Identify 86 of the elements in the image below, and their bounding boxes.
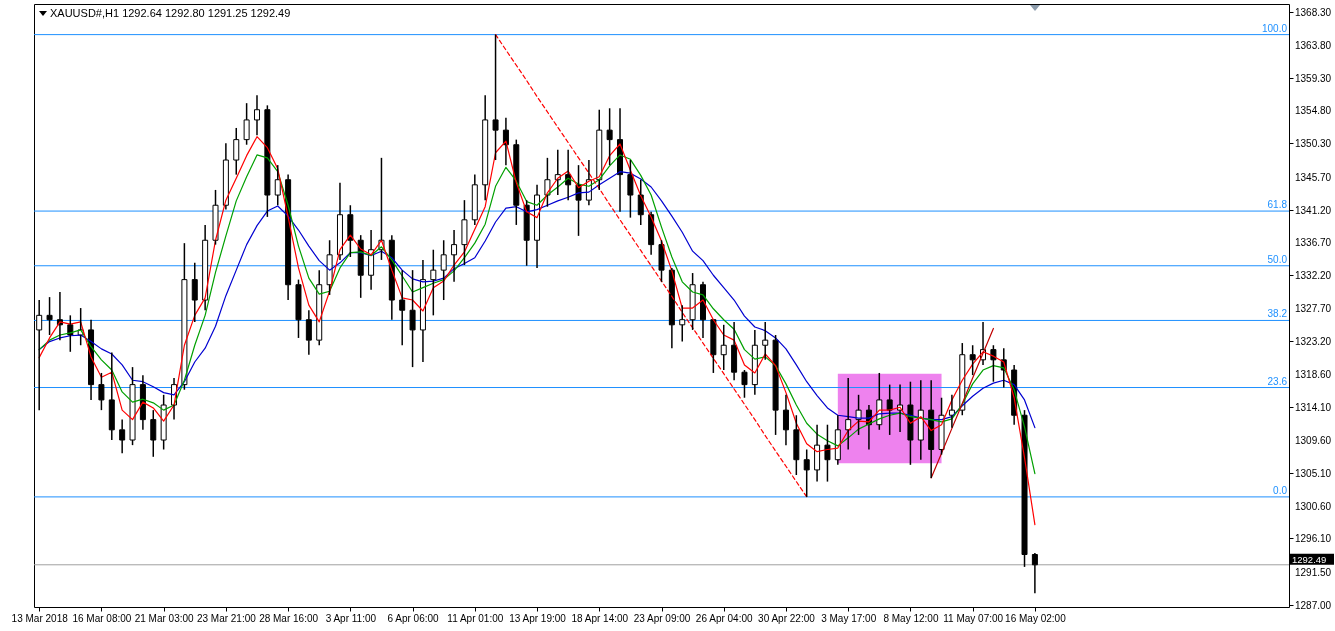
- annotation: 23.6: [1267, 375, 1288, 387]
- x-tick-label: 6 Apr 06:00: [387, 612, 440, 624]
- candlestick: [814, 423, 821, 483]
- x-tick-label: 23 Mar 21:00: [196, 612, 257, 624]
- y-tick-label: 1309.60: [1295, 435, 1332, 447]
- x-tick-label: 13 Mar 2018: [11, 612, 69, 624]
- candlestick: [254, 94, 260, 136]
- annotation: 0.0: [1273, 484, 1288, 496]
- candlestick: [139, 374, 146, 431]
- y-tick-label: 1341.20: [1295, 204, 1332, 216]
- y-tick-label: 1327.70: [1295, 303, 1332, 315]
- candlestick: [108, 351, 115, 441]
- y-tick-label: 1305.10: [1295, 467, 1332, 479]
- y-tick-label: 1300.60: [1295, 500, 1332, 512]
- candlestick: [648, 211, 655, 256]
- candlestick: [471, 173, 478, 226]
- x-tick-label: 11 May 07:00: [943, 612, 1004, 624]
- ref-line-label: 1292.49: [1292, 553, 1327, 565]
- x-tick-label: 26 Apr 04:00: [695, 612, 754, 624]
- candlestick: [782, 394, 789, 446]
- x-tick-label: 18 Apr 14:00: [571, 612, 629, 624]
- candlestick: [699, 281, 706, 339]
- candlestick: [502, 117, 509, 166]
- x-tick-label: 3 Apr 11:00: [325, 612, 377, 624]
- line-series: [38, 154, 1036, 475]
- candlestick: [637, 178, 644, 226]
- candlestick: [222, 142, 229, 211]
- candlestick: [710, 319, 717, 374]
- y-tick-label: 1336.70: [1295, 237, 1332, 249]
- candlestick: [409, 269, 416, 368]
- y-tick-label: 1314.10: [1295, 402, 1332, 414]
- x-tick-label: 8 May 12:00: [883, 612, 939, 624]
- annotation: 50.0: [1267, 253, 1288, 265]
- x-tick-label: 28 Mar 16:00: [259, 612, 319, 624]
- line-series: [38, 171, 1036, 429]
- y-tick-label: 1350.30: [1295, 138, 1332, 150]
- x-tick-label: 11 Apr 01:00: [447, 612, 504, 624]
- candlestick: [731, 321, 738, 381]
- annotation: 38.2: [1267, 308, 1288, 320]
- chart-title: XAUUSD#,H1 1292.64 1292.80 1291.25 1292.49: [50, 7, 291, 19]
- candlestick: [948, 394, 955, 429]
- y-tick-label: 1287.00: [1295, 599, 1332, 611]
- annotation: 100.0: [1261, 22, 1288, 34]
- candlestick: [336, 181, 343, 261]
- candlestick: [834, 414, 841, 466]
- candlestick: [399, 269, 406, 346]
- y-tick-label: 1332.20: [1295, 270, 1332, 282]
- x-tick-label: 21 Mar 03:00: [134, 612, 195, 624]
- candlestick: [679, 304, 686, 343]
- candlestick: [482, 94, 489, 201]
- candlestick: [419, 259, 426, 363]
- candlestick: [751, 329, 758, 396]
- candlestick: [316, 269, 323, 346]
- candlestick: [917, 379, 924, 461]
- y-tick-label: 1368.30: [1295, 7, 1332, 19]
- candlestick: [305, 309, 312, 356]
- candlestick: [430, 248, 437, 317]
- candlestick: [928, 379, 935, 479]
- candlestick: [668, 267, 675, 349]
- candlestick: [824, 423, 831, 483]
- y-tick-label: 1318.60: [1295, 369, 1332, 381]
- x-tick-label: 30 Apr 22:00: [758, 612, 816, 624]
- candlestick: [907, 380, 914, 466]
- x-tick-label: 23 Apr 09:00: [633, 612, 691, 624]
- y-tick-label: 1296.10: [1295, 533, 1332, 545]
- candlestick: [451, 229, 458, 283]
- candlestick: [492, 33, 499, 161]
- annotation: 61.8: [1267, 199, 1288, 211]
- candlestick: [606, 107, 613, 166]
- y-tick-label: 1354.80: [1295, 105, 1332, 117]
- y-tick-label: 1291.50: [1295, 567, 1332, 578]
- candlestick: [845, 377, 852, 451]
- x-tick-label: 3 May 17:00: [821, 612, 877, 624]
- y-tick-label: 1359.30: [1295, 72, 1332, 84]
- line-series: [930, 327, 994, 479]
- x-tick-label: 13 Apr 19:00: [509, 612, 567, 624]
- y-tick-label: 1363.80: [1295, 39, 1332, 51]
- candlestick: [191, 262, 198, 323]
- y-tick-label: 1345.70: [1295, 171, 1332, 183]
- y-tick-label: 1323.20: [1295, 335, 1332, 347]
- x-tick-label: 16 Mar 08:00: [72, 612, 132, 624]
- candlestick: [461, 199, 468, 266]
- candlestick: [202, 224, 209, 311]
- x-tick-label: 16 May 02:00: [1005, 612, 1067, 624]
- candlestick: [119, 418, 126, 454]
- candlestick: [762, 321, 769, 361]
